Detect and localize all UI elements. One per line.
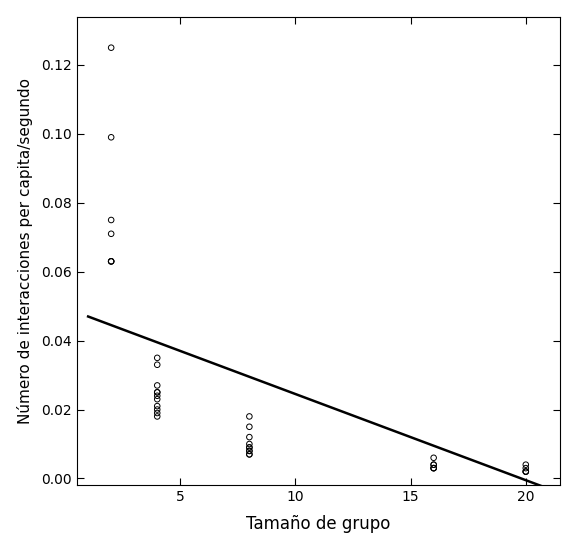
X-axis label: Tamaño de grupo: Tamaño de grupo	[246, 515, 391, 534]
Point	[107, 229, 116, 238]
Point	[429, 464, 439, 472]
Point	[245, 443, 254, 452]
Point	[521, 464, 530, 472]
Point	[521, 467, 530, 476]
Point	[152, 405, 162, 414]
Point	[429, 453, 439, 462]
Point	[245, 447, 254, 455]
Point	[245, 412, 254, 421]
Point	[107, 257, 116, 266]
Point	[245, 447, 254, 455]
Y-axis label: Número de interacciones per capita/segundo: Número de interacciones per capita/segun…	[17, 78, 33, 424]
Point	[521, 467, 530, 476]
Point	[107, 257, 116, 266]
Point	[152, 381, 162, 390]
Point	[429, 464, 439, 472]
Point	[152, 392, 162, 400]
Point	[152, 388, 162, 397]
Point	[152, 360, 162, 369]
Point	[245, 443, 254, 452]
Point	[245, 433, 254, 442]
Point	[107, 43, 116, 52]
Point	[152, 412, 162, 421]
Point	[245, 422, 254, 431]
Point	[152, 354, 162, 362]
Point	[245, 450, 254, 459]
Point	[245, 439, 254, 448]
Point	[152, 388, 162, 397]
Point	[107, 133, 116, 142]
Point	[245, 450, 254, 459]
Point	[521, 467, 530, 476]
Point	[152, 409, 162, 417]
Point	[152, 402, 162, 410]
Point	[107, 216, 116, 224]
Point	[429, 460, 439, 469]
Point	[152, 395, 162, 404]
Point	[429, 460, 439, 469]
Point	[521, 460, 530, 469]
Point	[107, 257, 116, 266]
Point	[429, 464, 439, 472]
